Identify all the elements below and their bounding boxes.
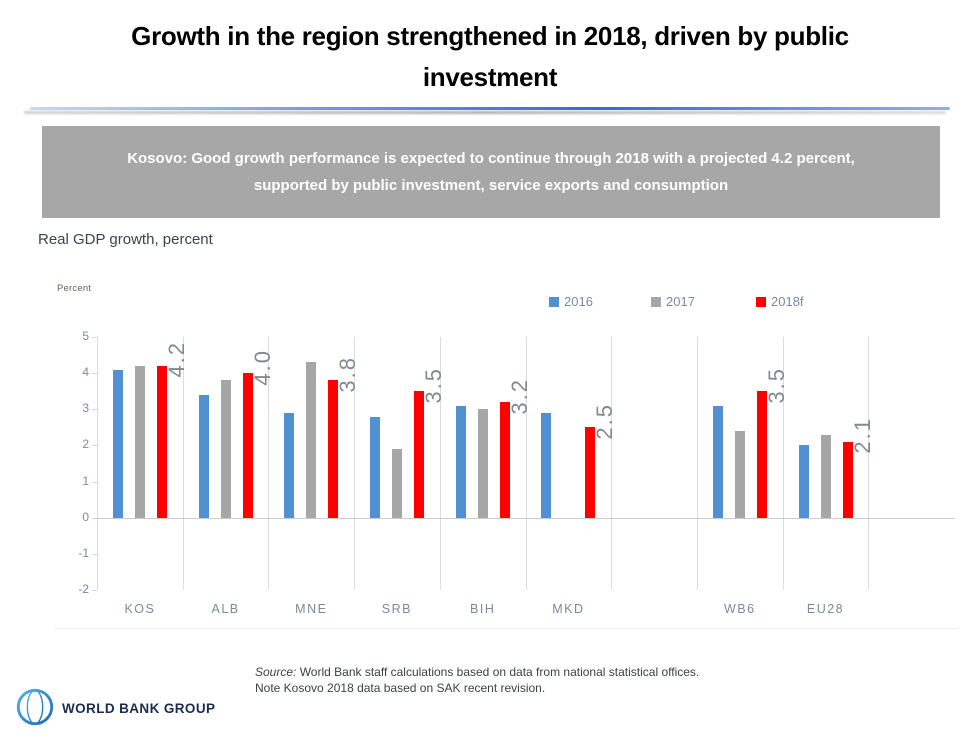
bar-2018f-MKD bbox=[585, 427, 596, 518]
x-axis-zero-line bbox=[97, 517, 955, 519]
bar-2016-KOS bbox=[112, 369, 123, 518]
y-axis-tick bbox=[92, 481, 97, 483]
y-axis-tick-label: 3 bbox=[82, 401, 89, 416]
legend-swatch-2017 bbox=[651, 297, 661, 307]
y-axis-tick bbox=[92, 373, 97, 375]
y-axis-tick bbox=[92, 337, 97, 338]
bar-2018f-KOS bbox=[156, 365, 167, 518]
category-label-EU28: EU28 bbox=[806, 602, 845, 616]
title-divider-shadow bbox=[24, 111, 946, 114]
legend-label-2018f: 2018f bbox=[771, 294, 804, 309]
banner-line1: Kosovo: Good growth performance is expec… bbox=[127, 150, 855, 167]
bar-2016-ALB bbox=[198, 394, 209, 518]
title-divider-line bbox=[30, 107, 950, 110]
category-gridline bbox=[268, 337, 270, 590]
bar-2016-MNE bbox=[284, 412, 295, 518]
bar-2018f-SRB bbox=[413, 391, 424, 518]
y-axis-tick-label: 2 bbox=[82, 437, 89, 452]
bar-2016-BIH bbox=[455, 405, 466, 518]
y-axis-tick-label: -2 bbox=[78, 582, 89, 596]
y-axis-tick bbox=[92, 517, 97, 519]
category-label-MNE: MNE bbox=[295, 602, 328, 616]
note-line: Note Kosovo 2018 data based on SAK recen… bbox=[255, 681, 546, 695]
data-label-2018f: 3.8 bbox=[335, 355, 361, 393]
y-axis-tick-label: 5 bbox=[82, 329, 89, 343]
bar-2016-WB6 bbox=[712, 405, 723, 518]
bar-2016-MKD bbox=[541, 412, 552, 518]
bar-2018f-BIH bbox=[499, 402, 510, 518]
source-note: Source: World Bank staff calculations ba… bbox=[255, 664, 699, 696]
bar-2017-KOS bbox=[134, 365, 145, 518]
y-axis-tick bbox=[92, 409, 97, 411]
bar-chart-plot-area: 5 4 3 2 1 0 -1 -2 4.2 4.0 3.8 3.5 3.2 2.5 3.5 2.1 KOS ALB… bbox=[78, 329, 955, 616]
data-label-2018f: 2.1 bbox=[849, 417, 875, 454]
bar-2018f-EU28 bbox=[842, 441, 853, 518]
data-label-2018f: 4.0 bbox=[249, 348, 275, 386]
source-text: World Bank staff calculations based on d… bbox=[296, 665, 700, 679]
kosovo-highlight-banner: Kosovo: Good growth performance is expec… bbox=[42, 126, 940, 218]
category-gridline bbox=[354, 337, 356, 590]
category-gridline bbox=[696, 337, 698, 590]
bar-2016-EU28 bbox=[798, 445, 809, 518]
y-axis-tick-label: 4 bbox=[82, 365, 89, 380]
category-gridline bbox=[868, 337, 870, 590]
legend-label-2017: 2017 bbox=[666, 294, 695, 309]
y-axis-tick bbox=[92, 445, 97, 447]
category-label-KOS: KOS bbox=[124, 602, 156, 616]
category-label-WB6: WB6 bbox=[724, 602, 756, 616]
category-label-SRB: SRB bbox=[381, 602, 412, 616]
bar-2017-WB6 bbox=[734, 431, 745, 518]
data-label-2018f: 3.5 bbox=[763, 366, 789, 404]
y-axis-tick bbox=[92, 553, 97, 555]
world-bank-globe-icon bbox=[16, 688, 54, 726]
banner-line2: supported by public investment, service … bbox=[253, 177, 729, 194]
world-bank-group-logo: WORLD BANK GROUP bbox=[14, 686, 254, 732]
y-axis-tick-label: -1 bbox=[78, 545, 89, 560]
bar-2018f-MNE bbox=[328, 380, 339, 518]
category-gridline bbox=[439, 337, 441, 590]
slide-title-line2: investment bbox=[422, 62, 558, 92]
bar-2018f-ALB bbox=[242, 373, 253, 518]
source-line: Source: World Bank staff calculations ba… bbox=[255, 664, 699, 680]
bar-2017-BIH bbox=[477, 409, 488, 518]
bar-2016-SRB bbox=[369, 416, 380, 518]
bar-2017-MNE bbox=[306, 362, 317, 518]
y-axis-line bbox=[97, 337, 98, 590]
y-axis-tick-label: 0 bbox=[82, 509, 89, 524]
bar-2017-ALB bbox=[220, 380, 231, 518]
source-prefix: Source: bbox=[255, 665, 297, 679]
chart-bottom-border bbox=[55, 628, 958, 629]
y-axis-tick bbox=[92, 590, 97, 591]
category-gridline bbox=[182, 337, 184, 590]
bar-2017-SRB bbox=[391, 449, 402, 518]
category-gridline bbox=[782, 337, 784, 590]
data-label-2018f: 3.5 bbox=[420, 366, 446, 404]
slide-title-line1: Growth in the region strengthened in 201… bbox=[131, 21, 849, 51]
category-gridline bbox=[525, 337, 527, 590]
data-label-2018f: 3.2 bbox=[506, 377, 532, 415]
y-axis-title: Percent bbox=[57, 283, 92, 294]
slide-title: Growth in the region strengthened in 201… bbox=[40, 16, 940, 98]
legend-swatch-2018f bbox=[756, 297, 766, 307]
data-label-2018f: 2.5 bbox=[592, 402, 618, 440]
legend-label-2016: 2016 bbox=[564, 294, 593, 309]
category-gridline bbox=[611, 337, 613, 590]
category-label-BIH: BIH bbox=[470, 602, 496, 616]
bar-2018f-WB6 bbox=[756, 391, 767, 518]
data-label-2018f: 4.2 bbox=[163, 341, 189, 378]
chart-subtitle: Real GDP growth, percent bbox=[38, 231, 213, 248]
bar-2017-EU28 bbox=[820, 434, 831, 518]
category-label-MKD: MKD bbox=[552, 602, 585, 616]
y-axis-tick-label: 1 bbox=[82, 473, 89, 488]
world-bank-group-wordmark: WORLD BANK GROUP bbox=[62, 701, 216, 716]
legend-swatch-2016 bbox=[549, 297, 559, 307]
category-label-ALB: ALB bbox=[211, 602, 240, 616]
